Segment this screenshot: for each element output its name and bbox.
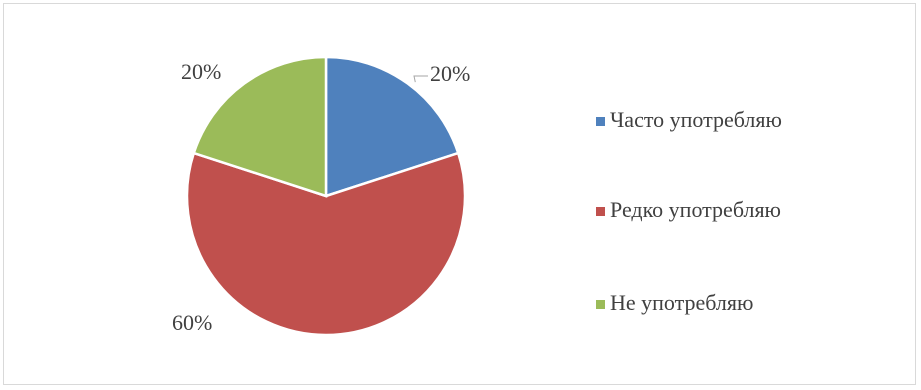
pie-slices	[185, 55, 467, 337]
legend-swatch-1	[596, 117, 605, 126]
data-label-2: 60%	[172, 310, 212, 335]
data-label-1: 20%	[430, 61, 470, 86]
pie-slice-3	[192, 55, 328, 198]
legend-swatch-3	[596, 300, 605, 309]
legend-label-3: Не употребляю	[610, 290, 753, 315]
legend: Часто употребляю Редко употребляю Не употр…	[596, 107, 782, 315]
leader-line-1	[413, 75, 428, 83]
leader-lines	[413, 75, 428, 83]
legend-swatch-2	[596, 207, 605, 216]
pie-slice-2	[185, 151, 467, 337]
data-label-3: 20%	[181, 59, 221, 84]
legend-label-1: Часто употребляю	[610, 107, 782, 132]
legend-label-2: Редко употребляю	[610, 197, 781, 222]
data-labels: 20% 60% 20%	[172, 59, 470, 335]
pie-slice-1	[324, 55, 460, 198]
